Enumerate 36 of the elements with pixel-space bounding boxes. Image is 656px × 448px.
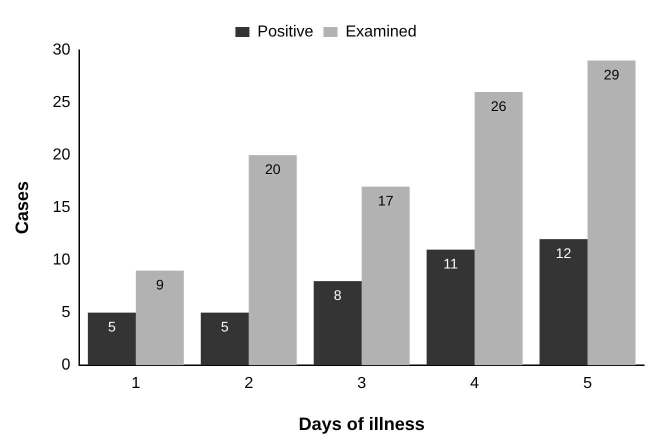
data-label: 5 [108, 318, 116, 335]
legend-label: Examined [345, 23, 417, 40]
bar [362, 186, 410, 366]
data-label: 29 [604, 66, 620, 82]
data-label: 9 [156, 276, 164, 292]
y-tick-label: 30 [52, 41, 70, 58]
y-tick-label: 20 [52, 146, 70, 164]
data-label: 17 [378, 192, 394, 208]
x-tick-label: 2 [244, 375, 254, 392]
y-tick-label: 5 [61, 304, 70, 322]
x-tick-label: 1 [131, 375, 140, 392]
y-tick-label: 15 [52, 199, 70, 216]
bar [540, 239, 588, 366]
bar [136, 270, 184, 366]
bar [588, 60, 636, 366]
data-label: 5 [220, 318, 229, 335]
y-tick-label: 25 [52, 94, 70, 111]
bar [314, 281, 362, 366]
data-label: 8 [334, 287, 342, 304]
data-label: 12 [556, 244, 572, 261]
bar [474, 92, 523, 366]
x-tick-label: 4 [470, 375, 480, 392]
y-tick-label: 0 [61, 356, 70, 374]
bar [88, 312, 136, 366]
x-tick-label: 5 [583, 375, 592, 392]
data-label: 26 [490, 98, 507, 114]
x-tick-label: 3 [357, 375, 366, 392]
legend-label: Positive [257, 23, 314, 40]
x-axis-title: Days of illness [298, 414, 425, 434]
data-label: 20 [264, 160, 281, 177]
bar [248, 155, 297, 366]
bar [200, 312, 249, 366]
bar [426, 250, 475, 366]
y-tick-label: 10 [52, 252, 70, 269]
data-label: 11 [443, 255, 458, 272]
y-axis-title: Cases [12, 181, 32, 234]
